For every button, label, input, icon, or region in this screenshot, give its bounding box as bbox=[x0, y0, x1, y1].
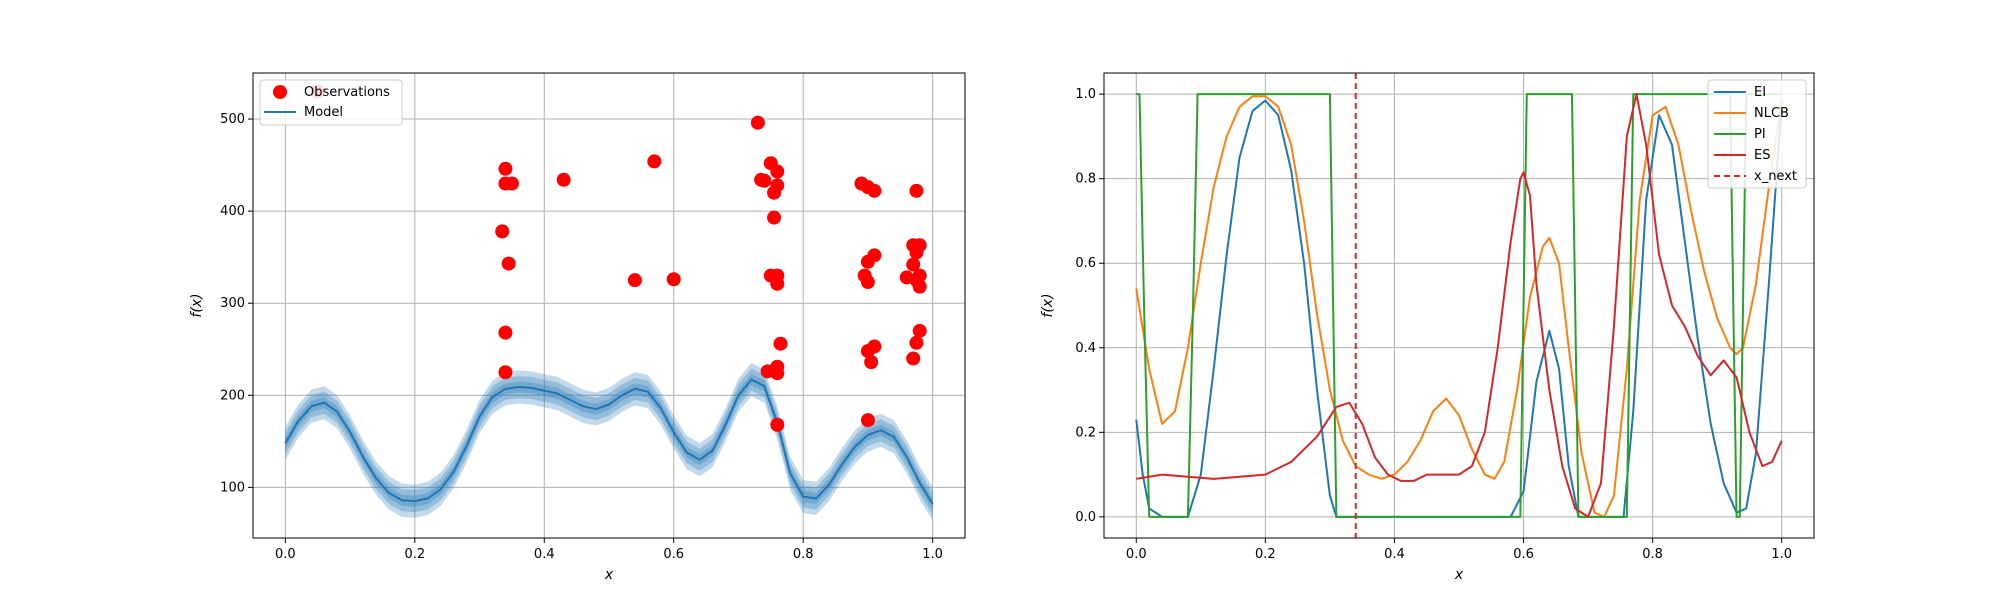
y-tick-label: 400 bbox=[220, 204, 245, 219]
y-axis-label: f(x) bbox=[189, 293, 205, 317]
observation-point bbox=[770, 366, 785, 381]
acquisition-functions-chart: 0.0 0.2 0.4 0.6 0.8 1.0 0.0 0.2 0.4 0.6 0.8 1.0 x f(x… bbox=[1040, 72, 1815, 583]
legend-label: x_next bbox=[1754, 169, 1797, 184]
observation-point bbox=[912, 279, 927, 294]
observation-point bbox=[867, 339, 882, 354]
x-tick-label: 0.8 bbox=[793, 547, 814, 562]
series-line-es bbox=[1136, 93, 1783, 518]
y-tick-label: 0.4 bbox=[1075, 341, 1096, 356]
observation-point bbox=[666, 272, 681, 287]
legend-label: Model bbox=[304, 105, 343, 120]
legend: EI NLCB PI ES x_next bbox=[1707, 79, 1807, 189]
model-confidence-bands bbox=[285, 363, 933, 521]
observation-point bbox=[860, 275, 875, 290]
observation-point bbox=[495, 224, 510, 239]
legend-marker bbox=[273, 85, 287, 99]
legend-label: ES bbox=[1754, 148, 1770, 163]
y-tick-label: 300 bbox=[220, 296, 245, 311]
legend-label: PI bbox=[1754, 127, 1766, 142]
legend-label: Observations bbox=[304, 85, 390, 100]
observation-points bbox=[310, 84, 927, 432]
x-tick-label: 0.0 bbox=[1126, 547, 1147, 562]
y-tick-label: 0.6 bbox=[1075, 256, 1096, 271]
legend-box bbox=[1707, 79, 1807, 189]
observation-point bbox=[767, 210, 782, 225]
observation-point bbox=[647, 154, 662, 169]
x-tick-label: 0.4 bbox=[1384, 547, 1405, 562]
plot-frame bbox=[1103, 72, 1815, 539]
y-tick-label: 0.0 bbox=[1075, 510, 1096, 525]
observation-point bbox=[498, 365, 513, 380]
x-tick-label: 0.6 bbox=[663, 547, 684, 562]
y-tick-label: 0.8 bbox=[1075, 172, 1096, 187]
observation-point bbox=[498, 325, 513, 340]
x-tick-label: 0.8 bbox=[1642, 547, 1663, 562]
y-tick-label: 200 bbox=[220, 388, 245, 403]
observation-point bbox=[627, 273, 642, 288]
x-tick-label: 0.2 bbox=[404, 547, 425, 562]
observation-point bbox=[498, 161, 513, 176]
y-axis-label: f(x) bbox=[1040, 293, 1056, 317]
observations-model-chart: 0.0 0.2 0.4 0.6 0.8 1.0 100 200 300 400 500 x f(x) Ob… bbox=[189, 72, 966, 583]
y-tick-label: 0.2 bbox=[1075, 425, 1096, 440]
observation-point bbox=[860, 413, 875, 428]
observation-point bbox=[504, 176, 519, 191]
observation-point bbox=[773, 336, 788, 351]
observation-point bbox=[770, 417, 785, 432]
observation-point bbox=[770, 178, 785, 193]
observation-point bbox=[864, 355, 879, 370]
model-confidence-band bbox=[285, 363, 933, 521]
plot-frame bbox=[252, 72, 966, 539]
x-tick-label: 0.4 bbox=[534, 547, 555, 562]
plot-area bbox=[284, 84, 934, 521]
y-tick-label: 100 bbox=[220, 480, 245, 495]
x-axis-label: x bbox=[1454, 567, 1464, 583]
observation-point bbox=[912, 238, 927, 253]
observation-point bbox=[757, 173, 772, 188]
legend-label: NLCB bbox=[1754, 106, 1789, 121]
observation-point bbox=[912, 268, 927, 283]
series-line-pi bbox=[1136, 93, 1782, 518]
observation-point bbox=[501, 256, 516, 271]
x-axis-label: x bbox=[604, 567, 614, 583]
observation-point bbox=[556, 172, 571, 187]
series-line-nlcb bbox=[1135, 95, 1783, 518]
x-tick-label: 1.0 bbox=[922, 547, 943, 562]
model-confidence-band bbox=[285, 374, 933, 510]
grid-lines bbox=[253, 73, 965, 538]
y-tick-label: 1.0 bbox=[1075, 87, 1096, 102]
observation-point bbox=[867, 248, 882, 263]
legend: Observations Model bbox=[259, 79, 403, 126]
series-line-ei bbox=[1135, 99, 1783, 518]
observation-point bbox=[912, 323, 927, 338]
observation-point bbox=[909, 183, 924, 198]
observation-point bbox=[906, 351, 921, 366]
observation-point bbox=[770, 276, 785, 291]
observation-point bbox=[909, 335, 924, 350]
observation-point bbox=[750, 115, 765, 130]
x-tick-label: 0.0 bbox=[275, 547, 296, 562]
plot-area bbox=[1135, 73, 1783, 538]
model-mean-line bbox=[284, 378, 934, 505]
legend-label: EI bbox=[1754, 85, 1766, 100]
x-tick-label: 0.6 bbox=[1513, 547, 1534, 562]
y-tick-label: 500 bbox=[220, 112, 245, 127]
observation-point bbox=[770, 164, 785, 179]
observation-point bbox=[906, 257, 921, 272]
x-tick-label: 1.0 bbox=[1771, 547, 1792, 562]
observation-point bbox=[867, 183, 882, 198]
x-tick-label: 0.2 bbox=[1255, 547, 1276, 562]
legend-box bbox=[259, 79, 403, 126]
